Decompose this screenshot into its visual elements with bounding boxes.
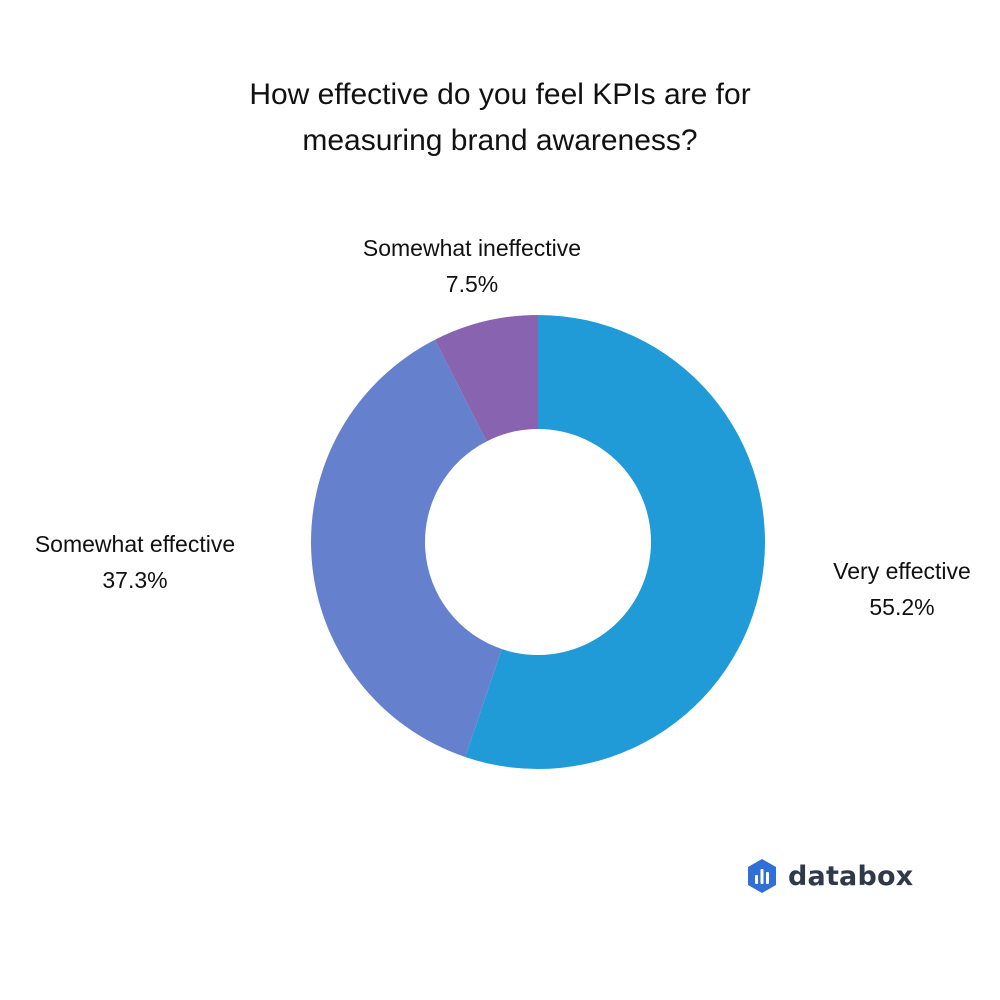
databox-logo-icon bbox=[748, 859, 776, 893]
label-somewhat-effective-name: Somewhat effective bbox=[34, 531, 236, 557]
donut-slice-somewhat-effective bbox=[310, 339, 502, 757]
donut-slice-somewhat-ineffective bbox=[434, 315, 538, 442]
label-somewhat-ineffective: Somewhat ineffective 7.5% bbox=[322, 230, 622, 302]
databox-brand: databox bbox=[746, 858, 913, 894]
databox-wordmark: databox bbox=[788, 860, 914, 892]
chart-title: How effective do you feel KPIs are for m… bbox=[0, 72, 1000, 164]
donut-slice-very-effective bbox=[465, 315, 765, 769]
chart-title-line-2: measuring brand awareness? bbox=[302, 124, 698, 158]
label-very-effective-value: 55.2% bbox=[869, 594, 935, 620]
label-somewhat-effective-value: 37.3% bbox=[102, 567, 168, 593]
label-very-effective: Very effective 55.2% bbox=[812, 553, 992, 625]
label-somewhat-ineffective-name: Somewhat ineffective bbox=[362, 235, 582, 261]
chart-title-line-1: How effective do you feel KPIs are for bbox=[249, 78, 751, 112]
label-somewhat-ineffective-value: 7.5% bbox=[445, 271, 499, 297]
label-somewhat-effective: Somewhat effective 37.3% bbox=[5, 526, 265, 598]
label-very-effective-name: Very effective bbox=[833, 558, 971, 584]
